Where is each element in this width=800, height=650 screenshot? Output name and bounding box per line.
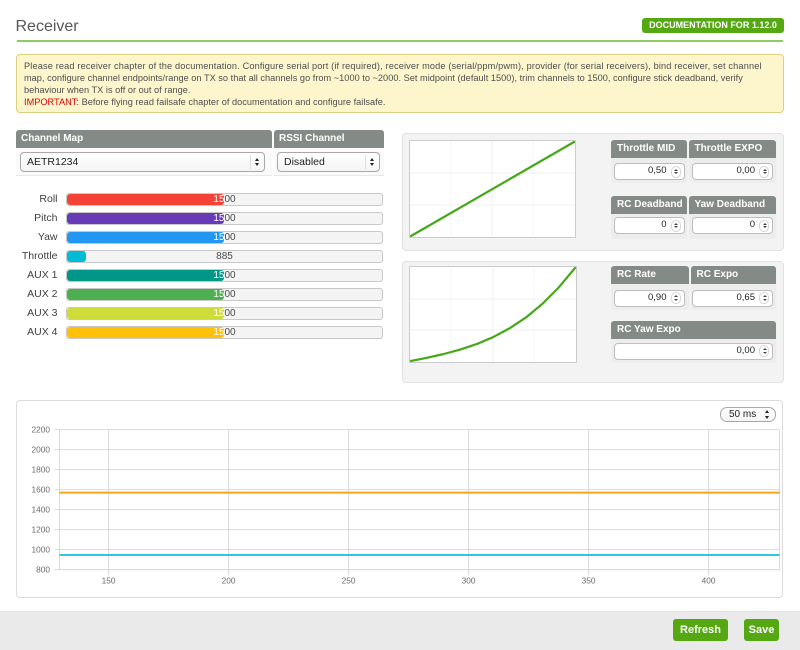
svg-text:1400: 1400 xyxy=(32,505,51,515)
svg-text:250: 250 xyxy=(342,576,356,586)
svg-text:1600: 1600 xyxy=(32,485,51,495)
svg-text:2200: 2200 xyxy=(32,425,51,435)
svg-text:800: 800 xyxy=(36,565,50,575)
svg-text:350: 350 xyxy=(582,576,596,586)
svg-text:200: 200 xyxy=(222,576,236,586)
svg-text:1800: 1800 xyxy=(32,465,51,475)
svg-text:1000: 1000 xyxy=(32,545,51,555)
svg-text:150: 150 xyxy=(102,576,116,586)
svg-text:1200: 1200 xyxy=(32,525,51,535)
svg-text:400: 400 xyxy=(702,576,716,586)
svg-text:2000: 2000 xyxy=(32,445,51,455)
svg-text:300: 300 xyxy=(462,576,476,586)
